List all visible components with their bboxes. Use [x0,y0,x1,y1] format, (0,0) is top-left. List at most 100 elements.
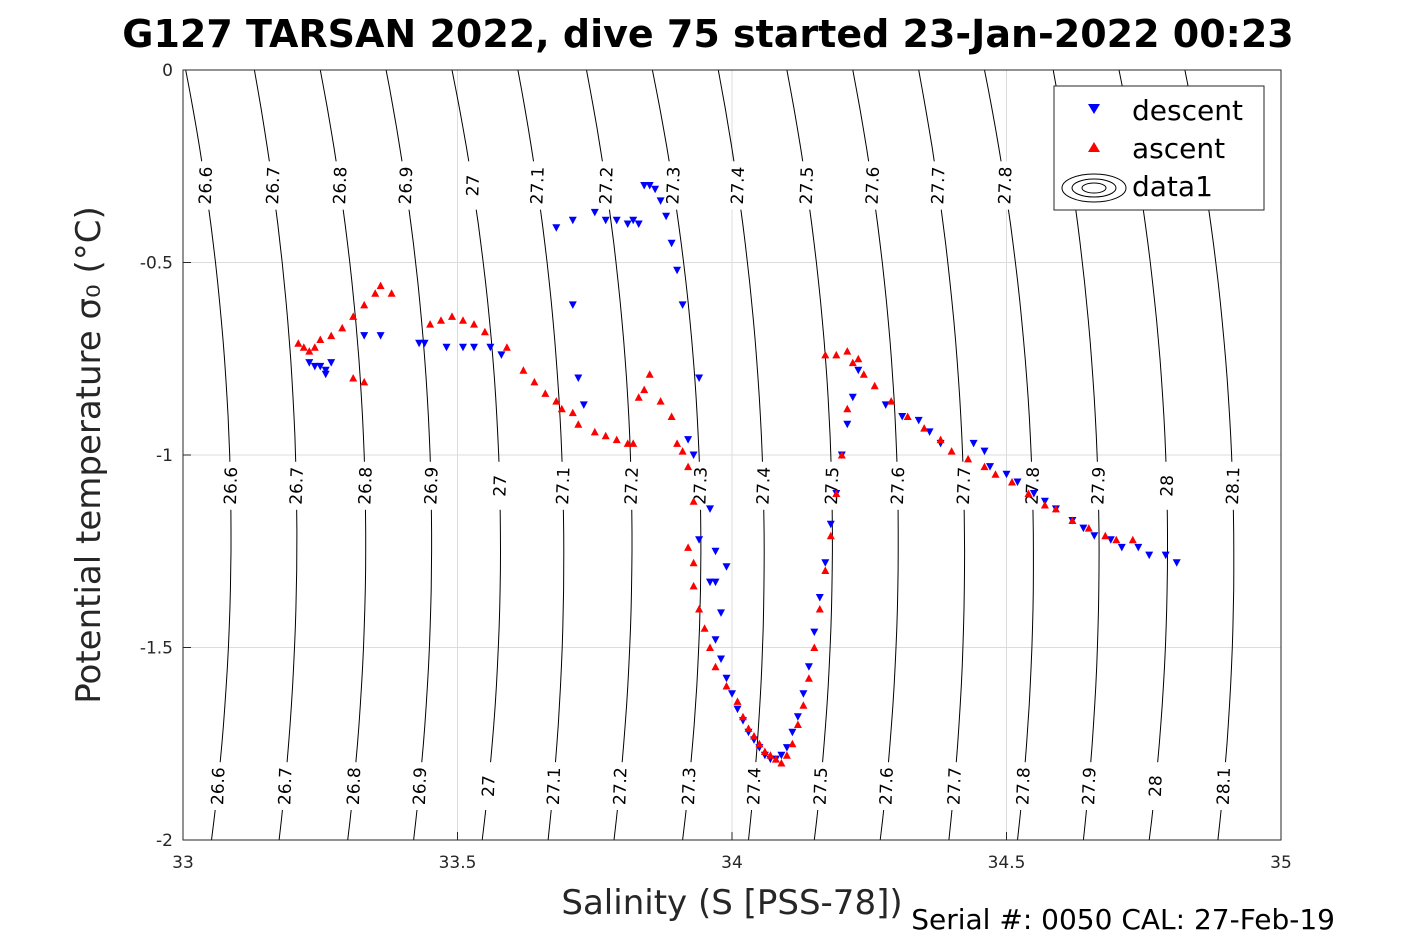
isopycnal-label-bg [194,161,217,210]
ascent-marker [1084,524,1093,532]
descent-marker [848,393,857,402]
descent-marker [1013,478,1022,486]
descent-marker [678,301,687,309]
isopycnal-label-bg [542,761,565,811]
isopycnal-label: 27.5 [797,166,818,205]
isopycnal-label-group: 27.7 [943,761,966,811]
isopycnal-label-group: 26.6 [219,461,242,511]
ascent-marker [821,566,830,574]
descent-marker [568,216,577,225]
isopycnal-label-group: 27.7 [927,161,950,210]
isopycnal-label-bg [595,161,617,210]
descent-marker [706,578,714,587]
descent-marker [321,366,330,375]
isopycnal-label-group: 27.8 [994,161,1017,210]
serial-calibration-note: Serial #: 0050 CAL: 27-Feb-19 [911,903,1335,936]
ascent-marker [1068,516,1077,524]
isopycnal-label-bg [328,161,351,210]
ascent-marker [837,451,846,459]
descent-marker [788,728,797,737]
isopycnal-label-bg [1077,761,1100,811]
descent-marker [695,374,704,382]
isopycnal-label: 27.6 [877,767,898,806]
isopycnal-label-group: 26.9 [408,761,431,811]
ascent-marker [859,370,868,378]
isopycnal-label-group: 27.5 [809,761,832,811]
descent-marker [470,343,478,352]
y-tick-label: -1 [156,446,173,466]
isopycnal-label-bg [261,161,284,210]
ascent-marker [667,412,676,420]
legend-box [1053,85,1265,211]
legend-ascent-label: ascent [1132,132,1225,165]
ascent-marker [788,739,797,748]
ascent-marker [1101,531,1110,540]
isopycnal-label-group: 27.8 [1021,461,1044,511]
isopycnal-label-bg [677,761,700,811]
y-tick-label: -0.5 [140,254,173,274]
descent-marker [415,339,424,348]
ascent-marker [870,381,879,390]
ascent-marker [678,447,687,455]
isopycnal-label: 27.4 [744,767,765,806]
isopycnal-label-group: 27.7 [952,461,975,511]
isopycnal-label: 26.6 [208,767,229,806]
legend: descent ascent data1 [1053,85,1265,211]
x-tick-label: 34.5 [988,853,1026,873]
isopycnal-label-group: 27.2 [595,161,618,210]
isopycnal-label-bg [994,161,1016,210]
isopycnal-label: 27.2 [610,767,631,806]
isopycnal-label-group: 27.9 [1077,761,1100,811]
ascent-marker [426,320,435,328]
descent-marker [810,628,819,637]
ascent-marker [673,439,682,447]
ascent-marker [826,531,835,540]
isopycnal-label: 26.7 [263,166,284,205]
isopycnal-label-group: 27.2 [609,761,632,811]
descent-marker [804,663,813,671]
ascent-marker [316,335,325,343]
isopycnal-label-group: 27.2 [620,461,643,511]
ascent-marker [689,497,698,505]
y-axis-label: Potential temperature σ₀ (°C) [69,206,109,704]
ascent-marker [519,366,528,374]
isopycnal-label-group: 26.6 [206,761,229,811]
ascent-marker [349,312,358,320]
ascent-marker [1008,478,1016,486]
x-tick-label: 33.5 [439,853,477,873]
ascent-marker [766,751,775,759]
descent-marker [376,332,385,340]
isopycnal-label-group: 27 [477,761,500,811]
ascent-marker [843,347,852,355]
descent-marker [574,374,583,382]
isopycnal-label-group: 28 [1155,461,1178,511]
isopycnal-label-group: 27 [461,161,484,210]
isopycnal-label-group: 27.6 [875,761,898,811]
ascent-marker [541,389,550,397]
ascent-marker [744,724,753,732]
descent-marker [711,578,720,587]
isopycnal-label-bg [1221,461,1244,511]
legend-ascent-marker [1088,142,1100,152]
isopycnal-label-group: 26.8 [342,761,365,811]
isopycnal-label-group: 28.1 [1221,461,1244,511]
isopycnal-label: 27.5 [822,467,843,506]
isopycnal-label-bg [488,461,511,511]
isopycnal-label: 27 [490,475,511,497]
ascent-marker [832,489,841,497]
descent-marker [497,351,506,359]
isopycnal-label: 27.2 [622,467,643,506]
descent-marker [623,220,632,228]
ascent-marker [557,404,566,413]
descent-marker [914,416,923,425]
descent-marker [667,239,676,248]
isopycnal-label-bg [861,161,884,210]
descent-marker [568,301,577,309]
isopycnal-label-group: 27.4 [743,761,766,811]
descent-marker [1145,551,1154,560]
isopycnal-label: 26.9 [410,767,431,806]
ascent-marker [387,289,396,297]
descent-marker [881,401,890,409]
isopycnal-label: 27.3 [663,166,684,205]
